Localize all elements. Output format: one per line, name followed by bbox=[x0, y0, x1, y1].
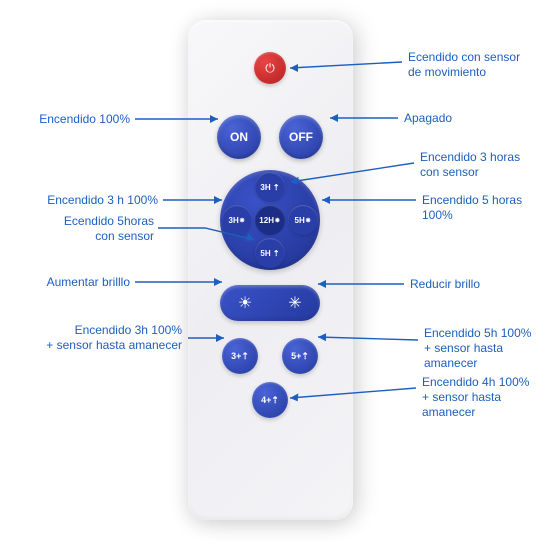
timer-5h-label: 5H⁕ bbox=[295, 216, 312, 225]
label-3h-100: Encendido 3 h 100% bbox=[47, 193, 158, 208]
remote-body: ⏻ ON OFF 3H ⇡ 3H⁕ 12H⁕ 5H⁕ 5H ⇡ ☀ ✳ 3+⇡ … bbox=[188, 20, 353, 520]
brightness-up-icon: ☀ bbox=[238, 293, 252, 313]
timer-5h-sensor-label: 5H ⇡ bbox=[260, 249, 279, 258]
label-5h-100: Encendido 5 horas 100% bbox=[422, 193, 552, 223]
label-sensor: Ecendido con sensorde movimiento bbox=[408, 50, 520, 80]
label-on: Encendido 100% bbox=[39, 112, 130, 127]
timer-3h-label: 3H⁕ bbox=[229, 216, 246, 225]
mode-5plus-label: 5+⇡ bbox=[291, 351, 309, 362]
timer-3h-sensor-label: 3H ⇡ bbox=[260, 183, 279, 192]
off-button[interactable]: OFF bbox=[279, 115, 323, 159]
timer-3h-sensor-button[interactable]: 3H ⇡ bbox=[255, 172, 285, 202]
mode-4plus-button[interactable]: 4+⇡ bbox=[252, 382, 288, 418]
label-3plus: Encendido 3h 100%+ sensor hasta amanecer bbox=[46, 323, 182, 353]
sensor-icon: ⏻ bbox=[265, 62, 275, 74]
timer-5h-sensor-button[interactable]: 5H ⇡ bbox=[255, 238, 285, 268]
label-5h-sensor: Ecendido 5horascon sensor bbox=[64, 214, 154, 244]
brightness-down-icon: ✳ bbox=[288, 293, 301, 313]
label-3h-sensor: Encendido 3 horascon sensor bbox=[420, 150, 520, 180]
label-4plus: Encendido 4h 100%+ sensor hasta amanecer bbox=[422, 375, 552, 420]
timer-12h-label: 12H⁕ bbox=[259, 216, 280, 225]
mode-3plus-button[interactable]: 3+⇡ bbox=[222, 338, 258, 374]
mode-4plus-label: 4+⇡ bbox=[261, 395, 279, 406]
label-5plus: Encendido 5h 100%+ sensor hasta amanecer bbox=[424, 326, 552, 371]
on-button-label: ON bbox=[230, 130, 248, 144]
timer-3h-button[interactable]: 3H⁕ bbox=[222, 205, 252, 235]
off-button-label: OFF bbox=[289, 130, 313, 144]
label-brightness-up: Aumentar brilllo bbox=[47, 275, 130, 290]
label-off: Apagado bbox=[404, 111, 452, 126]
sensor-button[interactable]: ⏻ bbox=[254, 52, 286, 84]
brightness-up-button[interactable]: ☀ bbox=[220, 285, 270, 321]
on-button[interactable]: ON bbox=[217, 115, 261, 159]
brightness-down-button[interactable]: ✳ bbox=[270, 285, 320, 321]
timer-12h-button[interactable]: 12H⁕ bbox=[255, 205, 285, 235]
label-brightness-down: Reducir brillo bbox=[410, 277, 480, 292]
cluster-dial: 3H ⇡ 3H⁕ 12H⁕ 5H⁕ 5H ⇡ bbox=[220, 170, 320, 270]
mode-5plus-button[interactable]: 5+⇡ bbox=[282, 338, 318, 374]
brightness-pill: ☀ ✳ bbox=[220, 285, 320, 321]
mode-3plus-label: 3+⇡ bbox=[231, 351, 249, 362]
timer-5h-button[interactable]: 5H⁕ bbox=[288, 205, 318, 235]
